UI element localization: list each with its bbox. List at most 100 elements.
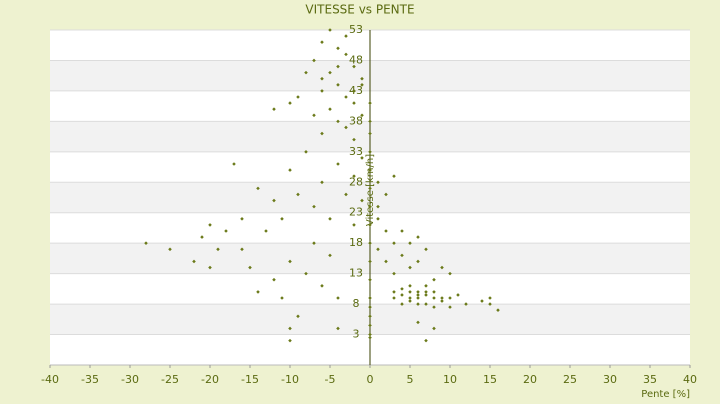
scatter-point <box>288 259 292 264</box>
scatter-point <box>368 332 372 337</box>
scatter-point <box>320 131 324 136</box>
scatter-point <box>280 217 284 221</box>
scatter-point <box>304 150 308 154</box>
scatter-point <box>368 119 372 124</box>
scatter-point <box>448 271 452 276</box>
y-tick-label: 38 <box>349 114 363 127</box>
x-tick-label: -10 <box>281 373 299 386</box>
x-tick-label: 20 <box>523 373 537 386</box>
scatter-point <box>352 89 356 93</box>
x-tick-label: 30 <box>603 373 617 386</box>
scatter-point <box>336 326 340 331</box>
scatter-point <box>432 296 436 300</box>
scatter-point <box>344 52 348 57</box>
scatter-point <box>368 168 372 172</box>
scatter-point <box>448 296 452 300</box>
scatter-point <box>240 217 244 221</box>
scatter-point <box>352 223 356 227</box>
y-tick-label: 13 <box>349 267 363 280</box>
scatter-point <box>336 119 340 124</box>
y-tick-label: 43 <box>349 84 363 97</box>
x-tick-label: 10 <box>443 373 457 386</box>
scatter-point <box>400 253 404 258</box>
scatter-point <box>336 162 340 166</box>
scatter-point <box>392 271 396 276</box>
scatter-point <box>144 241 148 245</box>
scatter-point <box>368 186 372 191</box>
scatter-point <box>216 247 220 252</box>
scatter-point <box>368 305 372 309</box>
scatter-point <box>328 107 332 111</box>
scatter-point <box>288 338 292 343</box>
scatter-point <box>408 299 412 303</box>
scatter-point <box>432 326 436 331</box>
scatter-point <box>440 265 444 270</box>
scatter-point <box>376 217 380 221</box>
x-tick-label: -20 <box>201 373 219 386</box>
scatter-point <box>208 223 212 227</box>
scatter-point <box>168 247 172 252</box>
scatter-point <box>488 302 492 306</box>
scatter-point <box>320 76 324 81</box>
scatter-point <box>400 302 404 306</box>
scatter-point <box>240 247 244 252</box>
scatter-point <box>320 284 324 288</box>
scatter-point <box>368 296 372 300</box>
scatter-point <box>384 259 388 264</box>
scatter-point <box>200 235 204 239</box>
scatter-point <box>368 204 372 209</box>
scatter-point <box>480 299 484 303</box>
y-tick-label: 3 <box>353 328 360 341</box>
scatter-point <box>440 296 444 300</box>
scatter-point <box>416 296 420 300</box>
chart-title: VITESSE vs PENTE <box>305 3 414 17</box>
scatter-point <box>344 125 348 130</box>
scatter-point <box>376 204 380 209</box>
scatter-point <box>368 323 372 328</box>
scatter-point <box>344 192 348 197</box>
scatter-point <box>256 186 260 191</box>
scatter-point <box>208 265 212 270</box>
scatter-point <box>296 314 300 319</box>
scatter-point <box>496 308 500 312</box>
x-tick-label: 40 <box>683 373 697 386</box>
scatter-point <box>416 259 420 264</box>
scatter-point <box>392 174 396 178</box>
scatter-point <box>400 293 404 297</box>
x-tick-label: -25 <box>161 373 179 386</box>
scatter-point <box>288 101 292 105</box>
scatter-point <box>456 293 460 297</box>
scatter-point <box>424 338 428 343</box>
scatter-point <box>368 241 372 245</box>
scatter-point <box>424 302 428 306</box>
x-tick-label: 0 <box>367 373 374 386</box>
scatter-point <box>272 107 276 111</box>
scatter-point <box>280 296 284 300</box>
scatter-point <box>448 305 452 309</box>
scatter-point <box>416 235 420 239</box>
scatter-point <box>416 290 420 294</box>
scatter-point <box>336 83 340 87</box>
scatter-point <box>352 101 356 105</box>
scatter-point <box>384 229 388 233</box>
x-tick-label: -40 <box>41 373 59 386</box>
scatter-point <box>304 70 308 75</box>
scatter-point <box>368 335 372 340</box>
y-axis-label: Vitesse [km/h] <box>365 154 376 226</box>
scatter-point <box>440 299 444 303</box>
scatter-point <box>328 70 332 75</box>
x-tick-label: -35 <box>81 373 99 386</box>
scatter-point <box>296 192 300 197</box>
y-tick-label: 23 <box>349 206 363 219</box>
scatter-point <box>352 64 356 69</box>
scatter-point <box>336 296 340 300</box>
scatter-point <box>272 277 276 282</box>
scatter-point <box>320 180 324 185</box>
scatter-point <box>392 296 396 300</box>
scatter-point <box>376 180 380 185</box>
scatter-point <box>368 277 372 282</box>
scatter-point <box>408 284 412 288</box>
scatter-point <box>368 223 372 227</box>
x-tick-label: 15 <box>483 373 497 386</box>
scatter-point <box>432 277 436 282</box>
